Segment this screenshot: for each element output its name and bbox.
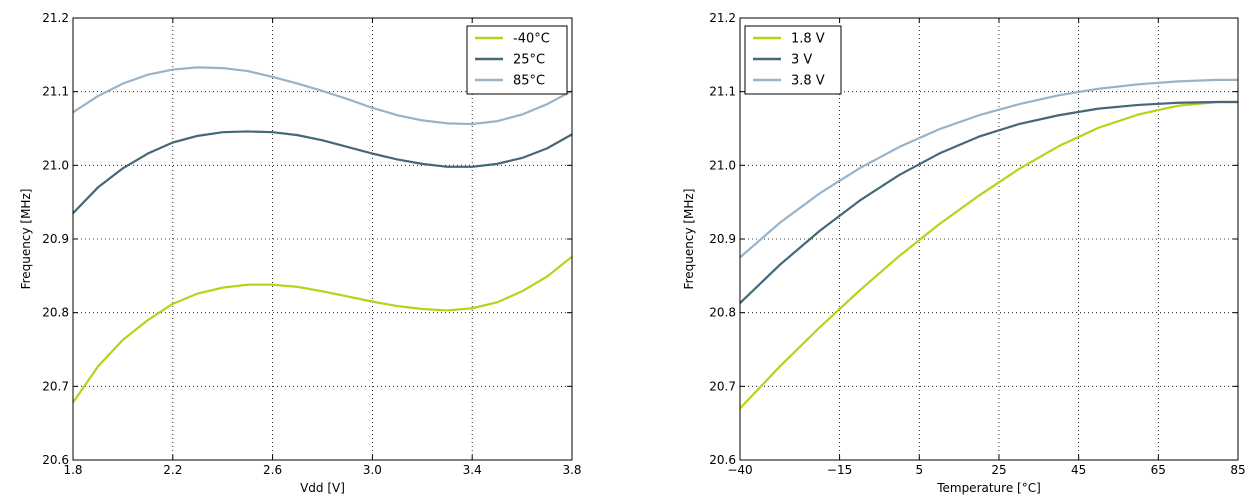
y-tick-label: 21.0 — [709, 158, 736, 172]
legend-label: 85°C — [513, 74, 545, 89]
series-line-3 — [739, 78, 1238, 259]
x-tick-label: −15 — [827, 463, 852, 477]
x-tick-label: 5 — [915, 463, 923, 477]
legend: 1.8 V 3 V 3.8 V — [744, 25, 842, 95]
y-tick-label: 20.8 — [709, 306, 736, 320]
series-line-2 — [72, 130, 573, 214]
x-tick-label: 45 — [1071, 463, 1086, 477]
y-axis-label: Frequency [MHz] — [682, 189, 696, 290]
x-tick-label: 1.8 — [63, 463, 82, 477]
x-tick-label: 3.8 — [562, 463, 581, 477]
y-tick-label: 20.7 — [42, 379, 69, 393]
y-tick-label: 20.6 — [42, 453, 69, 467]
series-line-1 — [72, 255, 573, 404]
legend: -40°C 25°C 85°C — [466, 25, 568, 95]
y-tick-label: 21.2 — [42, 11, 69, 25]
y-tick-label: 21.1 — [42, 85, 69, 99]
chart-panel-1: 1.8 2.2 2.6 3.0 3.4 3.8 20.6 20.7 20.8 20.9 21.0 21… — [19, 11, 582, 495]
x-tick-label: 2.6 — [263, 463, 282, 477]
y-tick-label: 20.9 — [709, 232, 736, 246]
legend-label: 3.8 V — [791, 74, 825, 89]
y-tick-label: 21.2 — [709, 11, 736, 25]
x-tick-label: 2.2 — [163, 463, 182, 477]
y-tick-label: 21.0 — [42, 158, 69, 172]
y-tick-label: 20.6 — [709, 453, 736, 467]
legend-label: 1.8 V — [791, 32, 825, 47]
x-tick-label: −40 — [727, 463, 752, 477]
x-axis-label: Vdd [V] — [300, 481, 345, 495]
legend-label: 25°C — [513, 53, 545, 68]
y-tick-label: 20.7 — [709, 379, 736, 393]
y-tick-label: 21.1 — [709, 85, 736, 99]
legend-label: -40°C — [513, 32, 550, 47]
x-tick-label: 65 — [1151, 463, 1166, 477]
legend-label: 3 V — [791, 53, 812, 68]
series-line-1 — [739, 100, 1238, 410]
x-tick-label: 85 — [1230, 463, 1245, 477]
y-tick-label: 20.9 — [42, 232, 69, 246]
series-line-3 — [72, 66, 573, 126]
x-tick-label: 3.0 — [363, 463, 382, 477]
series-line-2 — [739, 100, 1238, 304]
x-axis-label: Temperature [°C] — [936, 481, 1041, 495]
y-tick-label: 20.8 — [42, 306, 69, 320]
chart-panel-2: −40 −15 5 25 45 65 85 20.6 20.7 20.8 20.9 21.0 21.1 2… — [682, 11, 1246, 495]
x-tick-label: 3.4 — [463, 463, 482, 477]
y-axis-label: Frequency [MHz] — [19, 189, 33, 290]
x-tick-label: 25 — [991, 463, 1006, 477]
